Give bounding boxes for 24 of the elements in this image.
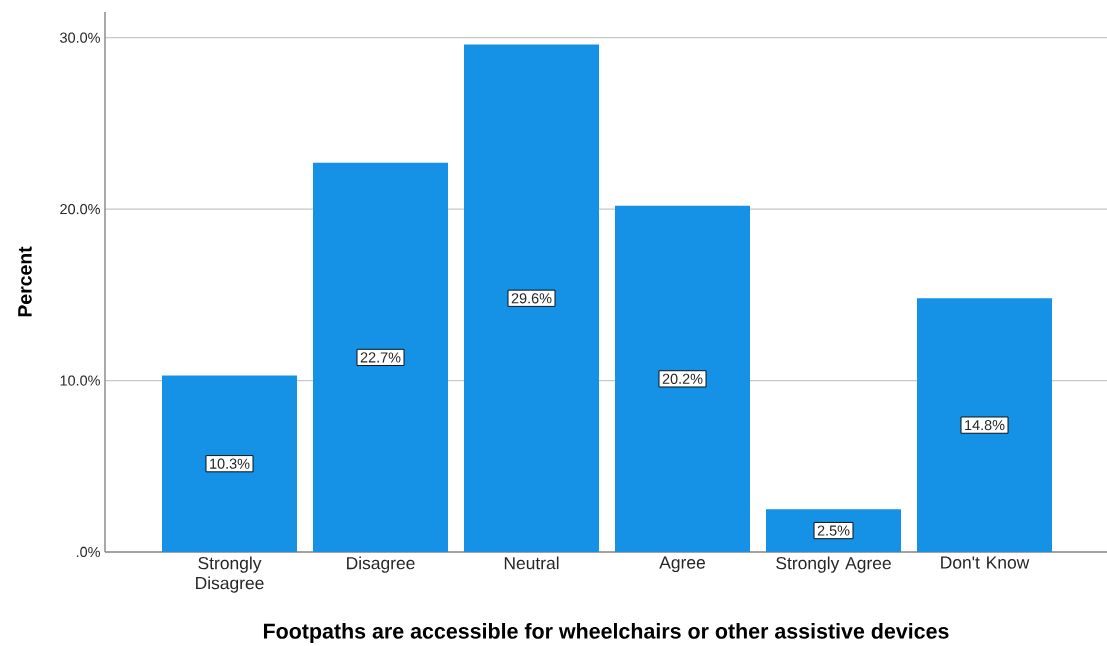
y-tick-label: 10.0%	[60, 375, 100, 386]
y-tick-label: .0%	[76, 546, 100, 558]
data-label: 20.2%	[662, 373, 703, 384]
x-tick-label: Agree	[659, 556, 705, 573]
y-tick-label: 30.0%	[60, 32, 100, 43]
bar	[615, 205, 751, 552]
data-label: 29.6%	[511, 293, 552, 304]
data-label: 22.7%	[360, 352, 401, 363]
data-label: 14.8%	[965, 420, 1005, 431]
y-tick-label: 20.0%	[60, 204, 100, 215]
data-label: 10.3%	[210, 458, 250, 469]
bar	[917, 298, 1053, 552]
bar	[313, 162, 449, 552]
x-tick-label: Neutral	[504, 556, 559, 570]
bar	[766, 509, 902, 552]
x-tick-label: Disagree	[347, 556, 415, 573]
x-axis-title: Footpaths are accessible for wheelchairs or other assistive devices	[263, 623, 949, 643]
y-axis-title: Percent	[18, 246, 32, 317]
x-tick-label: Don't Know	[941, 556, 1030, 569]
bar	[162, 375, 298, 552]
x-tick-label: Strongly Disagree	[196, 556, 264, 593]
x-tick-label: Strongly Agree	[776, 556, 891, 573]
data-label: 2.5%	[817, 525, 850, 536]
bar	[464, 44, 600, 552]
